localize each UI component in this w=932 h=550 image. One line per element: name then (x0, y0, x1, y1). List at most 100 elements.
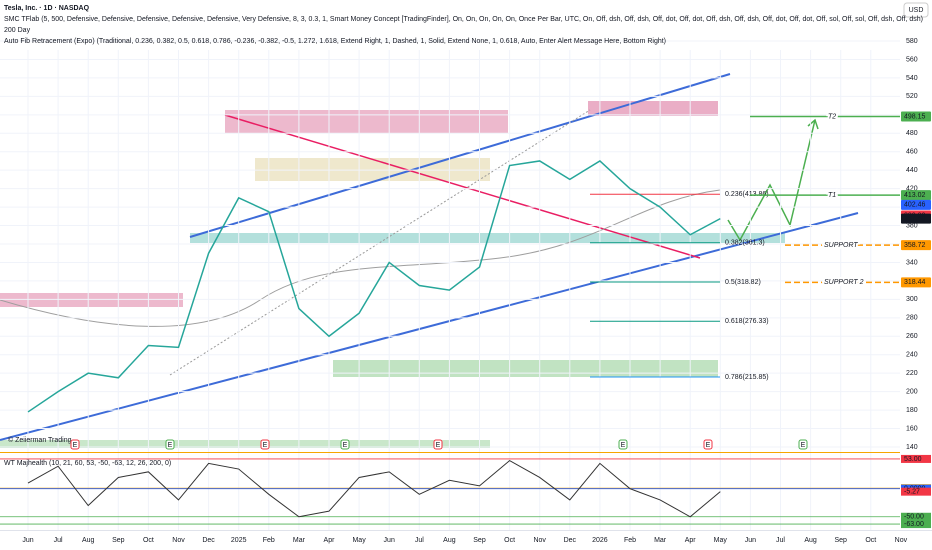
fib-label: 0.786(215.85) (725, 374, 769, 381)
price-marker (901, 213, 931, 224)
axes (0, 40, 902, 530)
earnings-label: E (801, 442, 806, 449)
supply-zone (0, 293, 183, 307)
fib-label: 0.236(413.86) (725, 191, 769, 198)
x-tick-label: Feb (263, 537, 275, 544)
y-tick-label: 200 (906, 388, 918, 395)
x-tick-label: May (352, 537, 366, 544)
x-tick-label: Aug (804, 537, 817, 544)
x-tick-label: Sep (112, 537, 125, 544)
x-tick-label: Jun (22, 537, 33, 544)
x-tick-label: Mar (654, 537, 667, 544)
earnings-icon (703, 439, 713, 450)
target-label: SUPPORT 2 (824, 279, 864, 286)
earnings-label: E (436, 442, 441, 449)
price-marker (901, 199, 931, 210)
earnings-icon (70, 439, 80, 450)
x-tick-label: Nov (172, 537, 185, 544)
x-tick-label: Dec (564, 537, 577, 544)
y-tick-label: 480 (906, 130, 918, 137)
oscillator-marker (901, 520, 931, 529)
fib-label: 0.5(318.82) (725, 279, 761, 286)
fib-diagonal (169, 109, 591, 376)
y-tick-label: 220 (906, 370, 918, 377)
y-tick-label: 520 (906, 93, 918, 100)
earnings-label: E (706, 442, 711, 449)
earnings-icon (165, 439, 175, 450)
fib-label: 0.382(361.3) (725, 240, 765, 247)
earnings-label: E (343, 442, 348, 449)
y-tick-label: 560 (906, 56, 918, 63)
earnings-label: E (168, 442, 173, 449)
oscillator-marker (901, 512, 931, 521)
trendline (224, 114, 701, 259)
indicator-legend: Auto Fib Retracement (Expo) (Traditional… (4, 38, 666, 45)
currency[interactable]: USD (909, 7, 924, 14)
price-axis-bg (900, 0, 932, 550)
y-tick-label: 420 (906, 185, 918, 192)
oscillator-label: -5.27 (904, 488, 920, 495)
x-tick-label: Jun (384, 537, 395, 544)
price-marker-label: 358.72 (904, 242, 926, 249)
y-tick-label: 140 (906, 444, 918, 451)
earnings-icon (340, 439, 350, 450)
supply-zone (225, 110, 508, 133)
price-marker (901, 190, 931, 201)
earnings-icon (260, 439, 270, 450)
x-tick-label: Sep (473, 537, 486, 544)
currency-button[interactable] (903, 2, 929, 18)
supply-zone (588, 101, 718, 116)
y-tick-label: 380 (906, 222, 918, 229)
oscillator-title: WT Majhealth (10, 21, 60, 53, -50, -63, … (4, 460, 171, 467)
y-tick-label: 340 (906, 259, 918, 266)
y-tick-label: 300 (906, 296, 918, 303)
y-tick-label: 460 (906, 149, 918, 156)
price-marker (901, 277, 931, 288)
x-tick-label: Jul (776, 537, 785, 544)
target-label: SUPPORT (824, 242, 858, 249)
earnings-label: E (621, 442, 626, 449)
indicator-legend: SMC TFlab (5, 500, Defensive, Defensive,… (4, 16, 923, 23)
watermark: © Zeiierman Trading (8, 436, 72, 444)
price-marker (901, 111, 931, 122)
target-label: T2 (828, 113, 836, 120)
price-marker-label: 402.46 (904, 202, 926, 209)
x-tick-label: Jul (54, 537, 63, 544)
fib-label: 0.618(276.33) (725, 318, 769, 325)
x-tick-label: Aug (82, 537, 95, 544)
x-tick-label: Nov (895, 537, 908, 544)
earnings-icon (433, 439, 443, 450)
x-tick-label: 2026 (592, 537, 608, 544)
drawings (0, 73, 859, 441)
y-tick-label: 160 (906, 425, 918, 432)
pane-divider (0, 452, 900, 453)
price-marker-label: 318.44 (904, 279, 926, 286)
x-tick-label: Jul (415, 537, 424, 544)
y-tick-label: 540 (906, 75, 918, 82)
x-tick-label: 2025 (231, 537, 247, 544)
earnings-label: E (73, 442, 78, 449)
symbol-title: Tesla, Inc. · 1D · NASDAQ (4, 5, 90, 12)
price-marker-label: 498.15 (904, 113, 926, 120)
x-tick-label: Apr (324, 537, 336, 544)
target-label: T1 (828, 192, 836, 199)
y-tick-label: 260 (906, 333, 918, 340)
y-tick-label: 280 (906, 315, 918, 322)
oscillator-marker (901, 454, 931, 463)
y-tick-label: 180 (906, 407, 918, 414)
price-marker (901, 240, 931, 251)
indicator-legend: 200 Day (4, 27, 31, 34)
price-marker-label: 387.48 (904, 215, 926, 222)
trendline (189, 73, 731, 238)
x-tick-label: Mar (293, 537, 306, 544)
ma-200 (0, 189, 721, 327)
x-tick-label: Sep (834, 537, 847, 544)
forecast-path (727, 119, 816, 242)
x-tick-label: Oct (865, 537, 876, 544)
oscillator-label: -63.00 (904, 521, 924, 528)
earnings-icon (798, 439, 808, 450)
fvg-zone (255, 158, 490, 181)
